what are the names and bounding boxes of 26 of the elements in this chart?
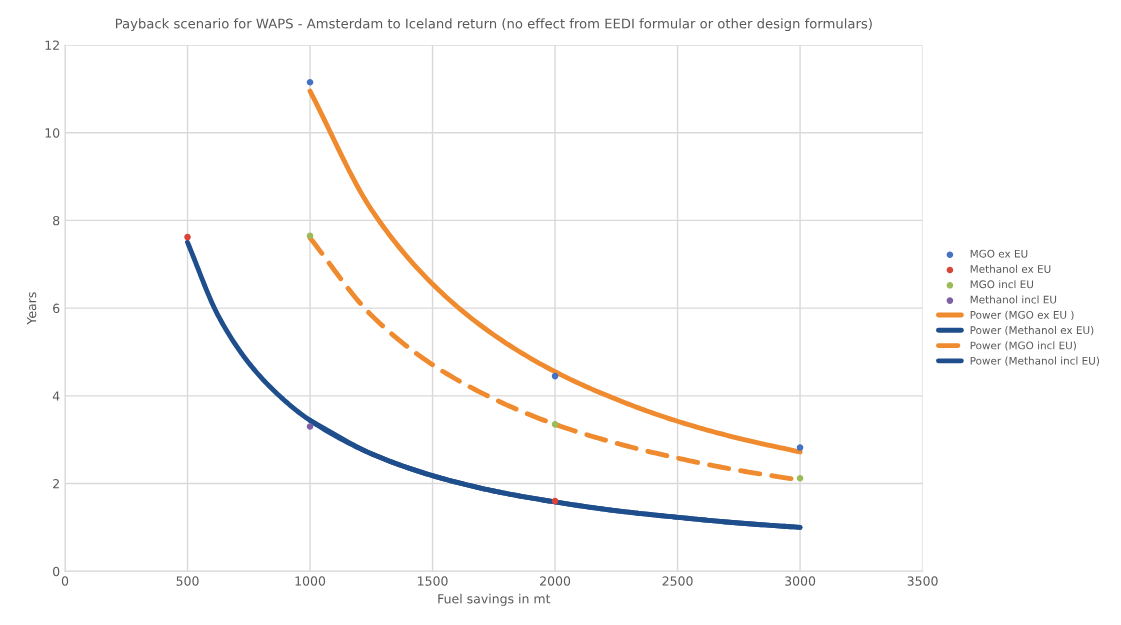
legend-label: Methanol incl EU: [970, 295, 1057, 304]
chart-title: Payback scenario for WAPS - Amsterdam to Iceland return (no effect from EEDI formular or other design formulars): [115, 18, 872, 32]
y-tick-label: 12: [45, 40, 59, 50]
x-axis-title: Fuel savings in mt: [438, 593, 551, 606]
legend-label: Power (Methanol ex EU): [970, 326, 1094, 336]
y-tick-label: 2: [53, 479, 59, 489]
x-tick-label: 2500: [662, 576, 693, 586]
x-tick-label: 0: [61, 576, 69, 586]
x-tick-label: 1500: [418, 576, 448, 586]
legend-label: MGO ex EU: [970, 249, 1028, 258]
y-tick-label: 0: [53, 566, 60, 577]
y-axis-title: Years: [26, 292, 37, 325]
legend-label: MGO incl EU: [970, 280, 1033, 289]
x-tick-label: 2000: [540, 576, 571, 586]
legend-label: Power (Methanol incl EU): [970, 356, 1100, 366]
x-tick-label: 3500: [907, 576, 938, 586]
y-tick-label: 8: [53, 215, 60, 226]
x-tick-label: 1000: [295, 576, 326, 586]
x-tick-label: 500: [176, 576, 199, 586]
legend-label: Power (MGO incl EU): [970, 341, 1076, 351]
legend-label: Power (MGO ex EU ): [970, 310, 1074, 321]
x-tick-label: 3000: [785, 576, 816, 586]
y-tick-label: 10: [45, 128, 60, 138]
y-tick-label: 4: [52, 391, 60, 401]
legend-label: Methanol ex EU: [970, 264, 1051, 273]
y-tick-label: 6: [53, 303, 60, 314]
